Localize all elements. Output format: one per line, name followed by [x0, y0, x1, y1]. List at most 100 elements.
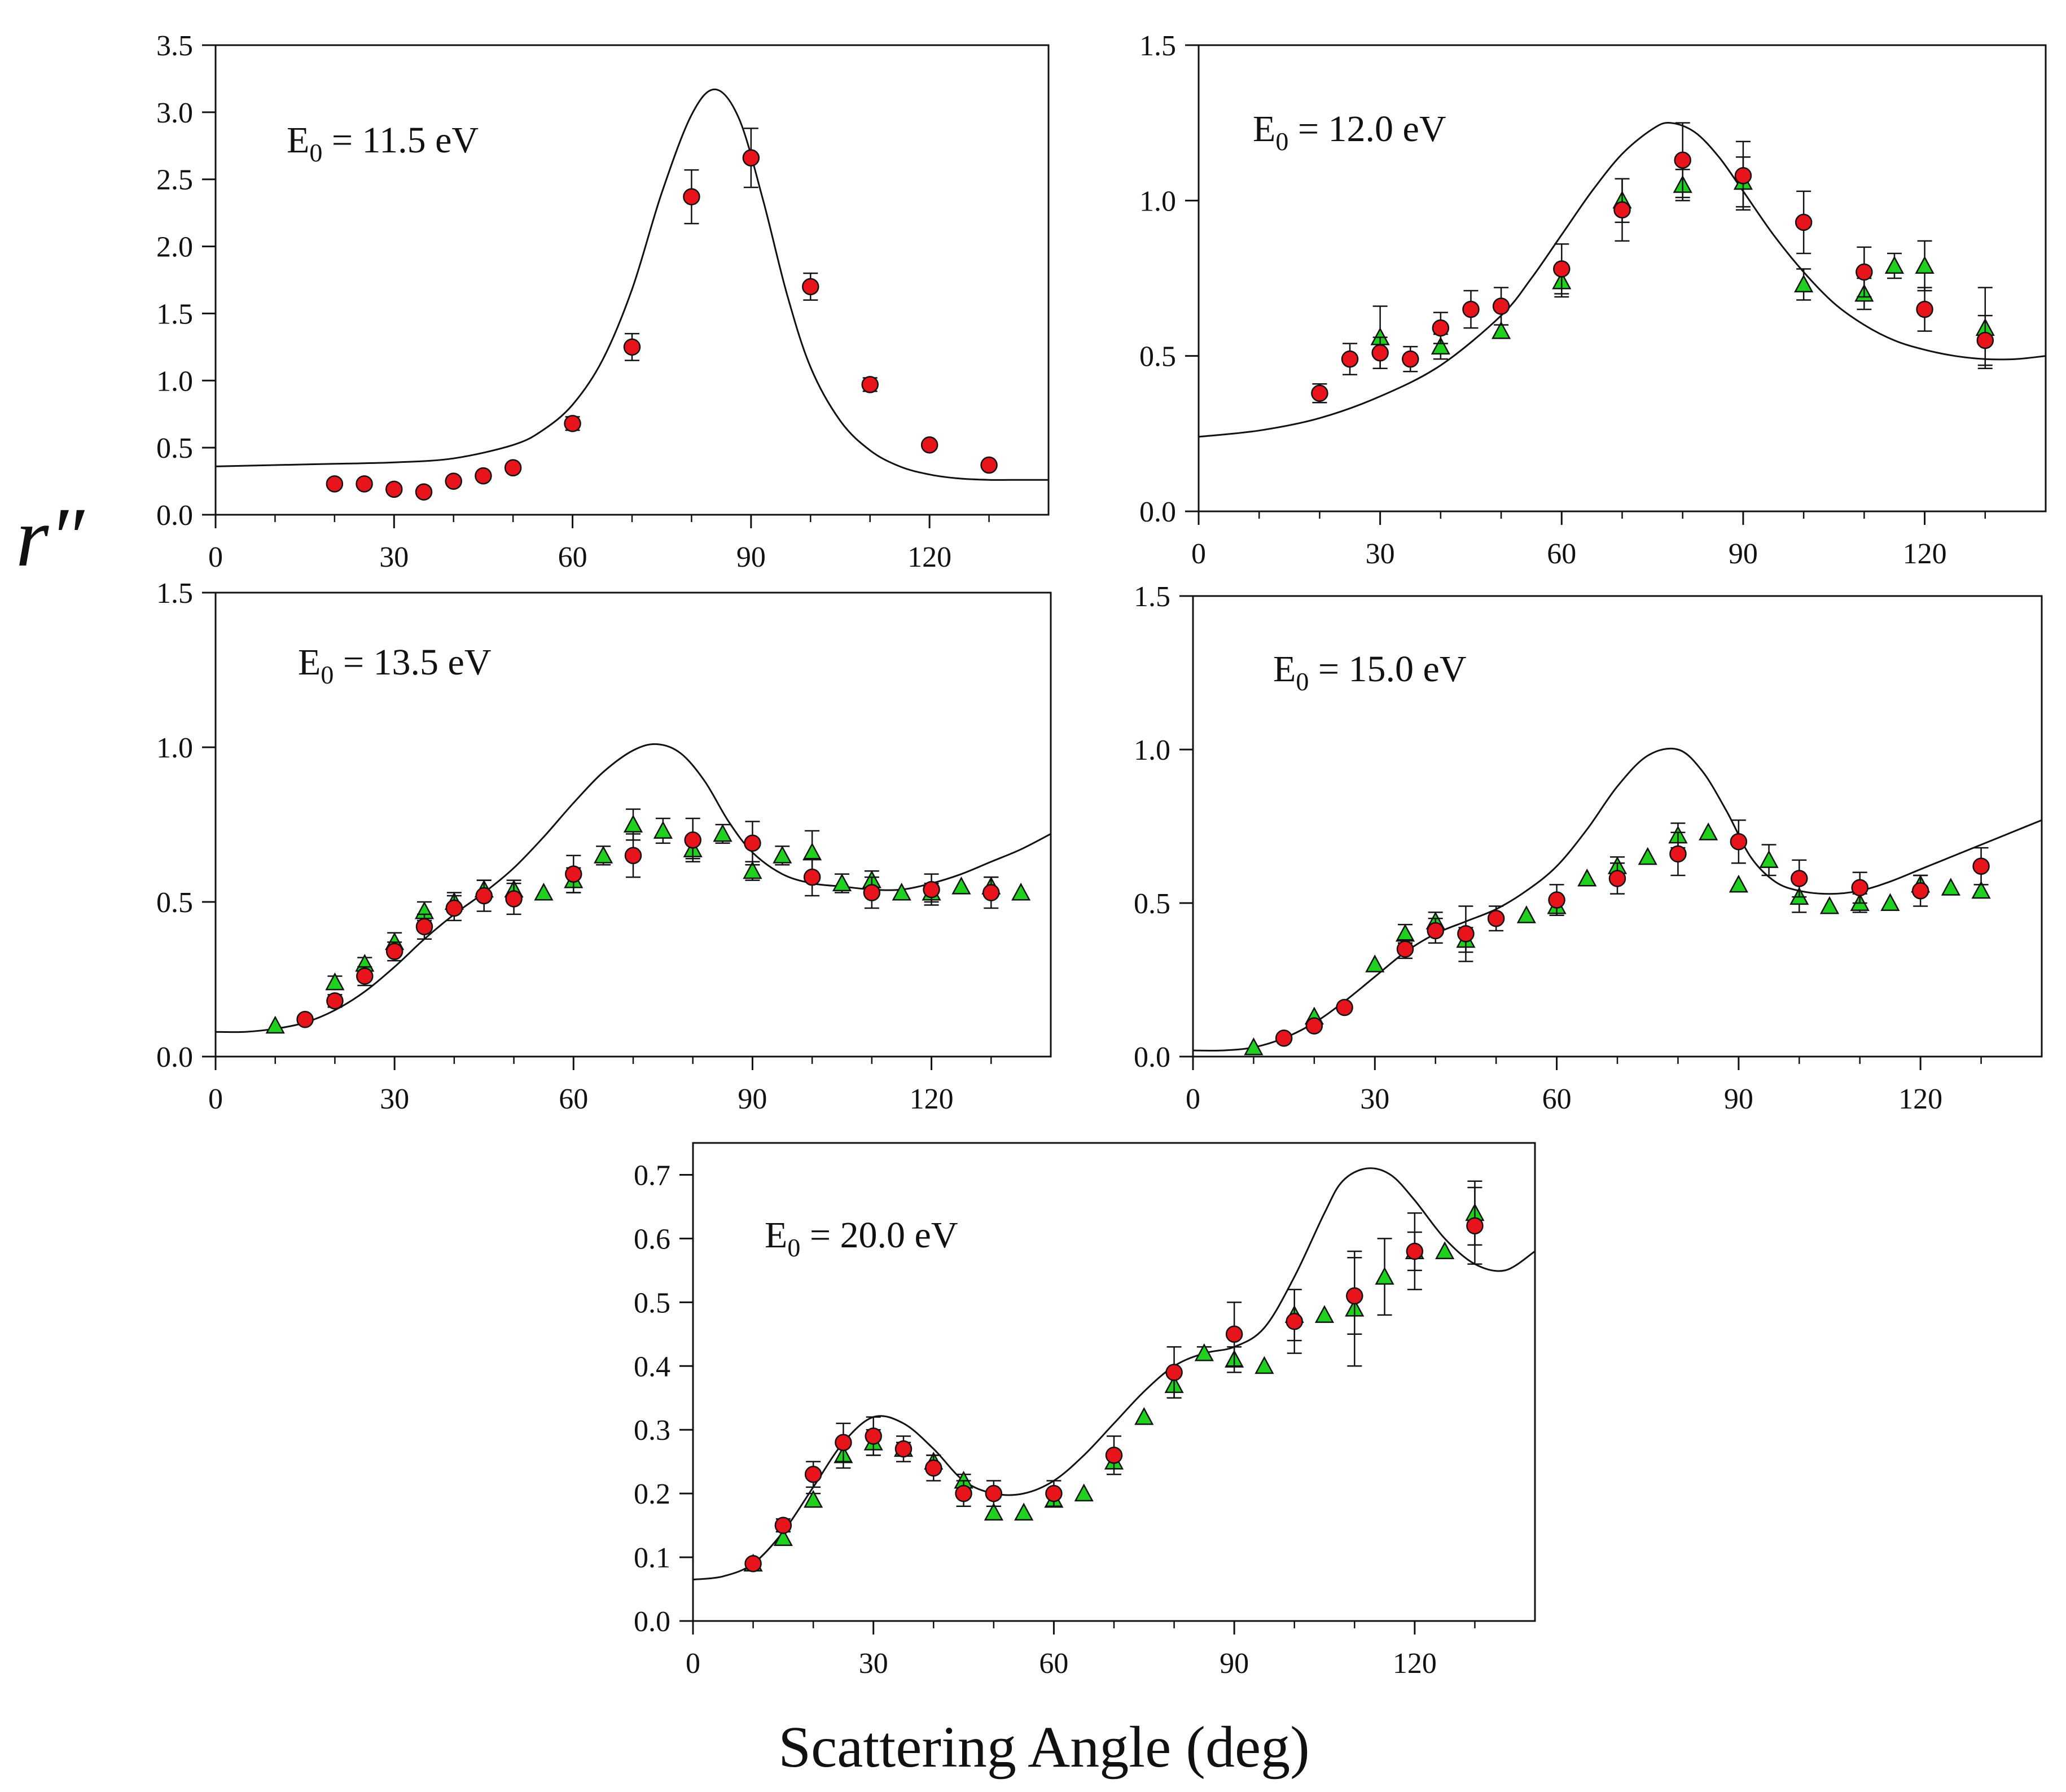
data-point-circle	[920, 436, 938, 454]
x-tick-label: 90	[1220, 1648, 1249, 1680]
data-point-triangle	[1915, 256, 1935, 274]
series-experiment-triangles	[1244, 822, 1991, 1055]
x-tick-label: 30	[1366, 538, 1395, 570]
data-point-triangle	[804, 1489, 823, 1508]
data-point-triangle	[265, 1015, 285, 1034]
data-point-triangle	[623, 814, 643, 833]
energy-label-subscript: 0	[309, 138, 322, 167]
data-point-circle	[1613, 201, 1631, 219]
data-point-circle	[1275, 1029, 1293, 1047]
energy-label: E0 = 12.0 eV	[1253, 108, 1446, 156]
data-point-triangle	[534, 882, 554, 901]
data-point-circle	[1608, 870, 1626, 887]
y-tick-label: 0.7	[634, 1159, 670, 1191]
energy-label-subscript: 0	[787, 1233, 800, 1262]
data-point-circle	[1427, 922, 1444, 940]
energy-label-subscript: 0	[1275, 127, 1288, 156]
data-point-circle	[982, 884, 1000, 901]
y-tick-label: 0.5	[1139, 341, 1176, 373]
data-point-circle	[861, 376, 879, 393]
data-point-triangle	[1884, 256, 1905, 274]
series-experiment-circles	[744, 1186, 1484, 1572]
data-point-circle	[1466, 1217, 1484, 1235]
data-point-circle	[1305, 1017, 1323, 1035]
data-point-triangle	[1375, 1267, 1394, 1285]
x-tick-label: 60	[1039, 1648, 1068, 1680]
data-point-triangle	[1244, 1037, 1264, 1055]
data-point-triangle	[1395, 923, 1415, 942]
data-point-circle	[1553, 260, 1571, 278]
data-point-circle	[1462, 300, 1480, 318]
theory-curve	[216, 88, 1049, 481]
data-point-circle	[1548, 891, 1565, 909]
data-point-circle	[565, 865, 582, 883]
data-point-triangle	[1759, 850, 1779, 868]
data-point-circle	[835, 1434, 852, 1452]
data-point-circle	[1795, 213, 1813, 231]
data-point-triangle	[1819, 896, 1840, 914]
y-tick-label: 0.6	[634, 1223, 670, 1255]
data-point-triangle	[1491, 321, 1511, 339]
data-point-circle	[1396, 940, 1414, 958]
x-tick-label: 120	[907, 541, 951, 573]
x-tick-label: 0	[208, 541, 223, 573]
x-tick-label: 60	[1547, 538, 1576, 570]
x-tick-label: 120	[910, 1083, 954, 1115]
x-tick-label: 0	[1191, 538, 1206, 570]
x-tick-label: 60	[558, 541, 587, 573]
data-point-circle	[802, 278, 819, 296]
x-tick-label: 0	[686, 1648, 700, 1680]
data-point-triangle	[1194, 1343, 1214, 1361]
y-tick-label: 1.5	[1139, 30, 1176, 62]
data-point-circle	[505, 890, 523, 908]
x-tick-label: 60	[559, 1083, 588, 1115]
data-point-circle	[1492, 297, 1510, 315]
data-point-triangle	[1638, 847, 1657, 865]
data-point-circle	[1311, 384, 1328, 402]
data-point-circle	[985, 1484, 1003, 1502]
data-point-circle	[623, 338, 641, 356]
x-tick-label: 90	[738, 1083, 767, 1115]
y-tick-label: 0.5	[634, 1287, 670, 1319]
data-point-circle	[1674, 151, 1691, 169]
energy-label-suffix: = 15.0 eV	[1309, 649, 1466, 690]
energy-label: E0 = 11.5 eV	[287, 120, 479, 167]
x-tick-label: 0	[1186, 1083, 1200, 1115]
y-tick-label: 1.5	[156, 577, 193, 610]
series-experiment-circles	[326, 128, 998, 501]
data-point-triangle	[1011, 882, 1031, 901]
data-point-triangle	[1794, 274, 1814, 293]
data-point-circle	[744, 1555, 762, 1572]
y-tick-label: 0.0	[156, 1041, 193, 1074]
data-point-triangle	[1435, 1241, 1455, 1259]
data-point-triangle	[773, 845, 792, 864]
energy-label-prefix: E	[1253, 108, 1275, 150]
data-point-circle	[504, 459, 522, 477]
data-point-circle	[1165, 1364, 1183, 1381]
data-point-circle	[1972, 857, 1990, 875]
y-tick-label: 1.0	[156, 732, 193, 764]
energy-label: E0 = 20.0 eV	[765, 1215, 958, 1262]
data-point-circle	[1916, 300, 1933, 318]
data-point-circle	[385, 943, 403, 960]
data-point-circle	[742, 149, 760, 167]
data-point-circle	[1976, 331, 1994, 349]
data-point-circle	[475, 887, 493, 905]
data-point-triangle	[1314, 1305, 1335, 1323]
energy-label: E0 = 13.5 eV	[298, 642, 492, 689]
series-experiment-circles	[1275, 819, 1990, 1047]
data-point-circle	[624, 847, 642, 865]
data-point-circle	[744, 834, 761, 852]
data-point-triangle	[1074, 1483, 1094, 1502]
data-point-circle	[296, 1010, 314, 1028]
data-point-circle	[925, 1459, 942, 1477]
y-tick-label: 0.5	[156, 887, 193, 919]
y-tick-label: 0.1	[634, 1542, 670, 1574]
data-point-circle	[1457, 925, 1475, 943]
energy-label-suffix: = 20.0 eV	[800, 1215, 958, 1256]
data-point-circle	[1669, 845, 1687, 863]
